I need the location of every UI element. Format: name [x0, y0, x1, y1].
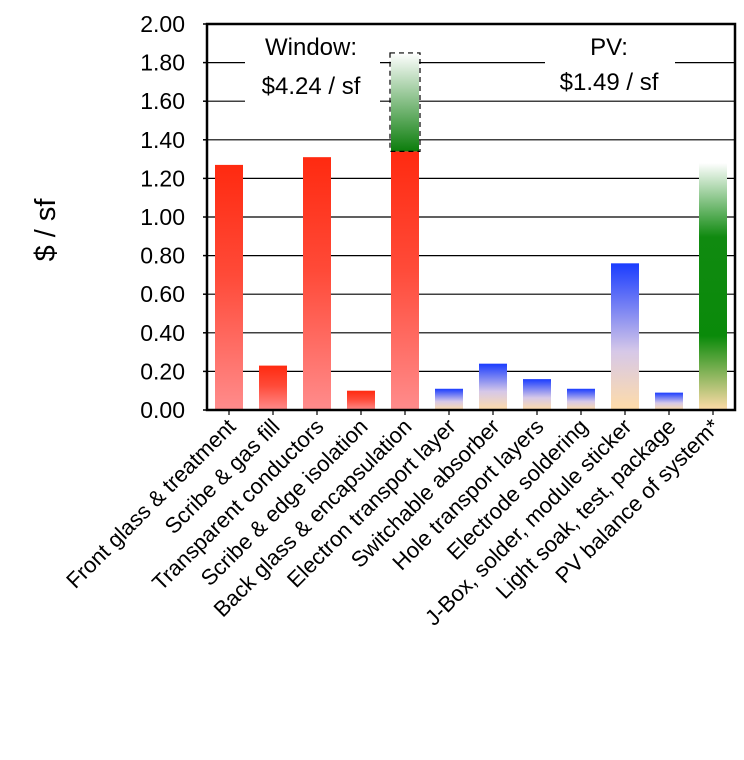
pv-group-label: PV: [590, 34, 628, 61]
y-tick-label: 1.80 [140, 50, 185, 76]
bar [655, 392, 683, 410]
plot-frame [205, 22, 737, 412]
bar [259, 365, 287, 410]
bar [303, 157, 331, 410]
y-tick-label: 0.60 [140, 281, 185, 307]
bars [215, 151, 727, 415]
y-tick-label: 1.00 [140, 204, 185, 230]
bar [523, 379, 551, 410]
gridlines [203, 23, 735, 411]
bar [479, 363, 507, 410]
y-tick-label: 0.80 [140, 243, 185, 269]
pv-label-box [545, 32, 675, 97]
bar [611, 263, 639, 410]
y-tick-label: 0.40 [140, 320, 185, 346]
y-tick-label: 1.40 [140, 127, 185, 153]
y-tick-label: 1.20 [140, 165, 185, 191]
pv-total-label: $1.49 / sf [560, 69, 659, 96]
bar [215, 164, 243, 410]
y-axis-label: $ / sf [30, 198, 62, 262]
window-label-box [245, 32, 380, 102]
y-tick-labels: 0.00 0.20 0.40 0.60 0.80 1.00 1.20 1.40 1.60 1.80… [140, 11, 185, 423]
bar [347, 390, 375, 410]
bar [435, 388, 463, 410]
pv-extension-outline [389, 52, 421, 152]
bar [391, 151, 419, 410]
bar [699, 162, 727, 410]
bar [567, 388, 595, 410]
y-tick-label: 0.00 [140, 397, 185, 423]
y-tick-label: 0.20 [140, 358, 185, 384]
annotations [245, 32, 675, 152]
y-tick-label: 1.60 [140, 88, 185, 114]
window-total-label: $4.24 / sf [262, 73, 361, 100]
window-group-label: Window: [265, 34, 357, 61]
y-tick-label: 2.00 [140, 11, 185, 37]
pv-extension-bar [391, 52, 419, 152]
